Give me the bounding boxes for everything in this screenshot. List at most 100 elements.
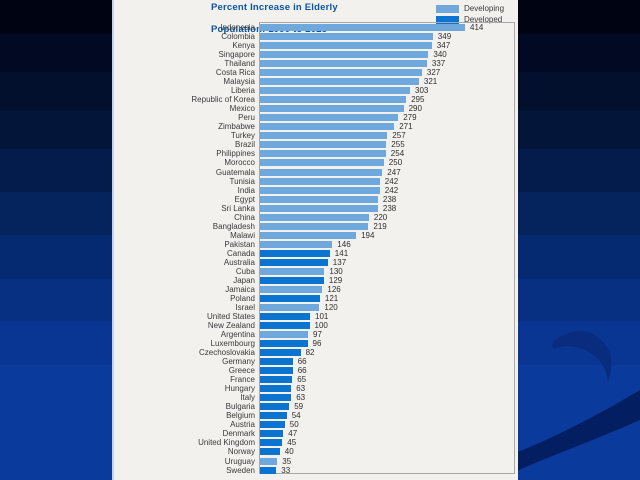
bar-developed: [260, 376, 293, 384]
value-label: 290: [408, 104, 422, 114]
bar-developed: [260, 430, 284, 438]
country-label: Canada: [226, 248, 255, 258]
swoosh-crescent-shape: [552, 330, 612, 382]
country-label: Denmark: [222, 429, 255, 439]
country-label: Germany: [222, 357, 255, 367]
bar-row: Sweden 33: [114, 466, 520, 475]
country-label: France: [230, 375, 255, 385]
country-label: Luxembourg: [210, 339, 255, 349]
country-label: China: [234, 212, 255, 222]
value-label: 100: [314, 321, 328, 331]
bar-row: Kenya 347: [114, 41, 520, 50]
value-label: 242: [384, 185, 399, 195]
country-label: United Kingdom: [198, 438, 255, 448]
bar-developing: [260, 195, 378, 203]
value-label: 66: [297, 357, 307, 367]
value-label: 257: [392, 131, 406, 141]
bar-developing: [260, 285, 323, 293]
bar-row: Australia 137: [114, 258, 520, 267]
value-label: 247: [387, 167, 401, 177]
bar-developing: [260, 123, 395, 131]
bar-row: Turkey 257: [114, 131, 520, 140]
bar-developed: [260, 421, 285, 429]
bar-row: Tunisia 242: [114, 177, 520, 186]
bar-row: Norway 40: [114, 447, 520, 456]
bar-developing: [260, 33, 433, 41]
bar-developing: [260, 141, 387, 149]
value-label: 250: [388, 158, 403, 168]
bar-developed: [260, 412, 287, 420]
value-label: 238: [382, 194, 397, 204]
value-label: 337: [431, 59, 446, 69]
bar-row: Cuba 130: [114, 267, 520, 276]
country-label: Colombia: [221, 32, 255, 42]
developing-color-swatch: [436, 4, 459, 13]
country-label: Tunisia: [229, 176, 256, 186]
bar-developing: [260, 159, 384, 167]
bar-row: Colombia 349: [114, 32, 520, 41]
country-label: Bangladesh: [212, 221, 255, 231]
country-label: Malaysia: [223, 77, 255, 87]
value-label: 349: [437, 32, 452, 42]
country-label: Italy: [240, 393, 255, 403]
value-label: 219: [373, 221, 387, 231]
bar-row: New Zealand 100: [114, 321, 520, 330]
value-label: 414: [470, 23, 484, 33]
bar-developing: [260, 168, 383, 176]
bar-developed: [260, 276, 324, 284]
value-label: 65: [297, 375, 307, 385]
legend-label-developing: Developing: [464, 4, 505, 13]
value-label: 146: [337, 239, 351, 249]
value-label: 59: [294, 402, 304, 412]
country-label: Morocco: [224, 158, 255, 168]
country-label: Austria: [230, 420, 255, 430]
country-label: Sweden: [226, 465, 255, 475]
bar-developed: [260, 358, 293, 366]
bar-row: United Kingdom 45: [114, 438, 520, 447]
country-label: Philippines: [216, 149, 255, 159]
country-label: Belgium: [226, 411, 255, 421]
value-label: 63: [296, 393, 306, 403]
value-label: 347: [436, 41, 451, 51]
country-label: Malawi: [230, 230, 255, 240]
value-label: 33: [281, 465, 291, 475]
country-label: Kenya: [232, 41, 255, 51]
value-label: 271: [399, 122, 413, 132]
value-label: 54: [291, 411, 301, 421]
bar-row: Liberia 303: [114, 86, 520, 95]
value-label: 303: [415, 86, 429, 96]
value-label: 279: [403, 113, 417, 123]
value-label: 254: [390, 149, 405, 159]
bar-developing: [260, 213, 369, 221]
value-label: 194: [361, 230, 375, 240]
country-label: Argentina: [220, 330, 255, 340]
value-label: 242: [384, 176, 399, 186]
country-label: Bulgaria: [225, 402, 255, 412]
value-label: 137: [332, 257, 347, 267]
bar-developing: [260, 457, 278, 465]
bar-row: Greece 66: [114, 366, 520, 375]
country-label: Republic of Korea: [191, 95, 255, 105]
bar-developed: [260, 249, 330, 257]
bar-developing: [260, 60, 427, 68]
bar-row: Brazil 255: [114, 140, 520, 149]
country-label: Cuba: [235, 266, 255, 276]
swoosh-band-shape: [510, 390, 640, 474]
country-label: Guatemala: [215, 167, 255, 177]
country-label: Singapore: [218, 50, 255, 60]
bar-developing: [260, 267, 325, 275]
bar-row: China 220: [114, 213, 520, 222]
bar-row: Malawi 194: [114, 231, 520, 240]
bar-row: Malaysia 321: [114, 77, 520, 86]
bar-row: Luxembourg 96: [114, 339, 520, 348]
country-label: Australia: [223, 257, 255, 267]
bar-row: Jamaica 126: [114, 285, 520, 294]
bar-developing: [260, 240, 333, 248]
bar-developed: [260, 385, 292, 393]
bar-developing: [260, 186, 380, 194]
value-label: 120: [324, 302, 338, 312]
bar-developed: [260, 403, 290, 411]
country-label: New Zealand: [207, 321, 255, 331]
bar-row: Egypt 238: [114, 195, 520, 204]
bar-row: France 65: [114, 375, 520, 384]
